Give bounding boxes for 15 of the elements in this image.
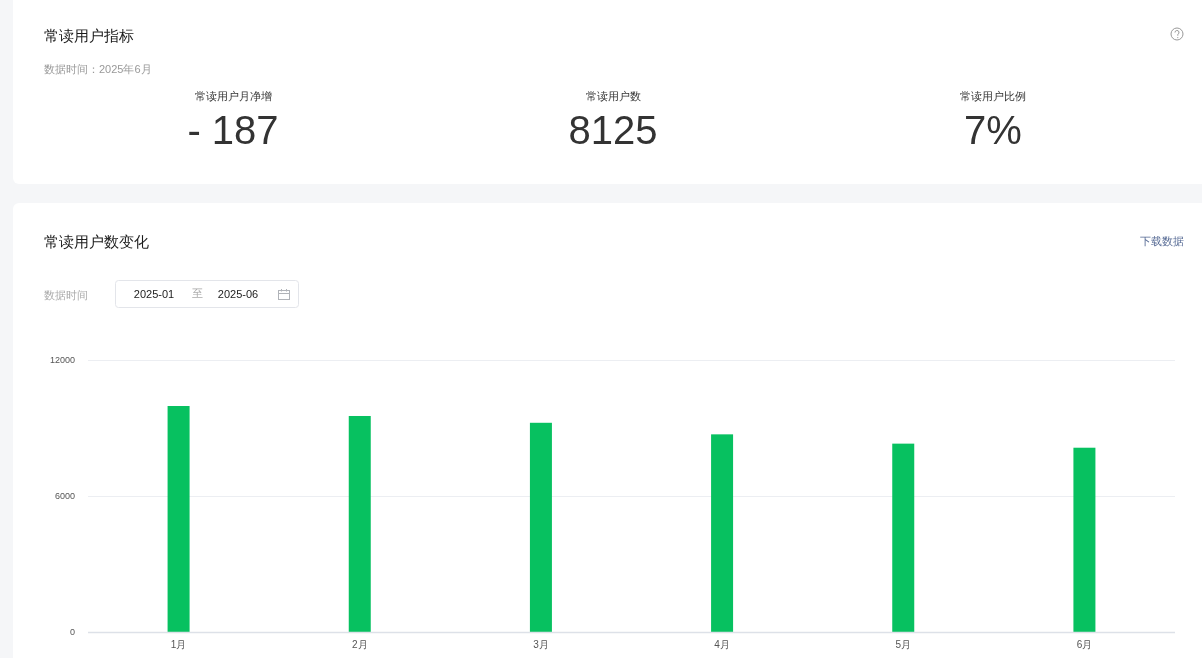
x-tick-label: 6月 <box>1076 638 1093 650</box>
x-tick-label: 1月 <box>170 638 187 650</box>
y-tick-label: 6000 <box>54 491 75 501</box>
y-tick-label: 12000 <box>49 355 75 365</box>
annotation: 数据时间 <box>44 289 88 301</box>
title: 常读用户数变化 <box>44 232 149 250</box>
annotation: 下载数据 <box>1140 235 1184 247</box>
annotation: 至 <box>191 287 203 299</box>
annotation: 2025-01 <box>133 288 175 300</box>
annotation: 2025-06 <box>217 288 259 300</box>
x-tick-label: 5月 <box>895 638 912 650</box>
x-tick-label: 4月 <box>714 638 730 650</box>
x-tick-label: 2月 <box>351 638 368 650</box>
y-tick-label: 0 <box>70 627 75 637</box>
x-tick-label: 3月 <box>533 638 549 650</box>
